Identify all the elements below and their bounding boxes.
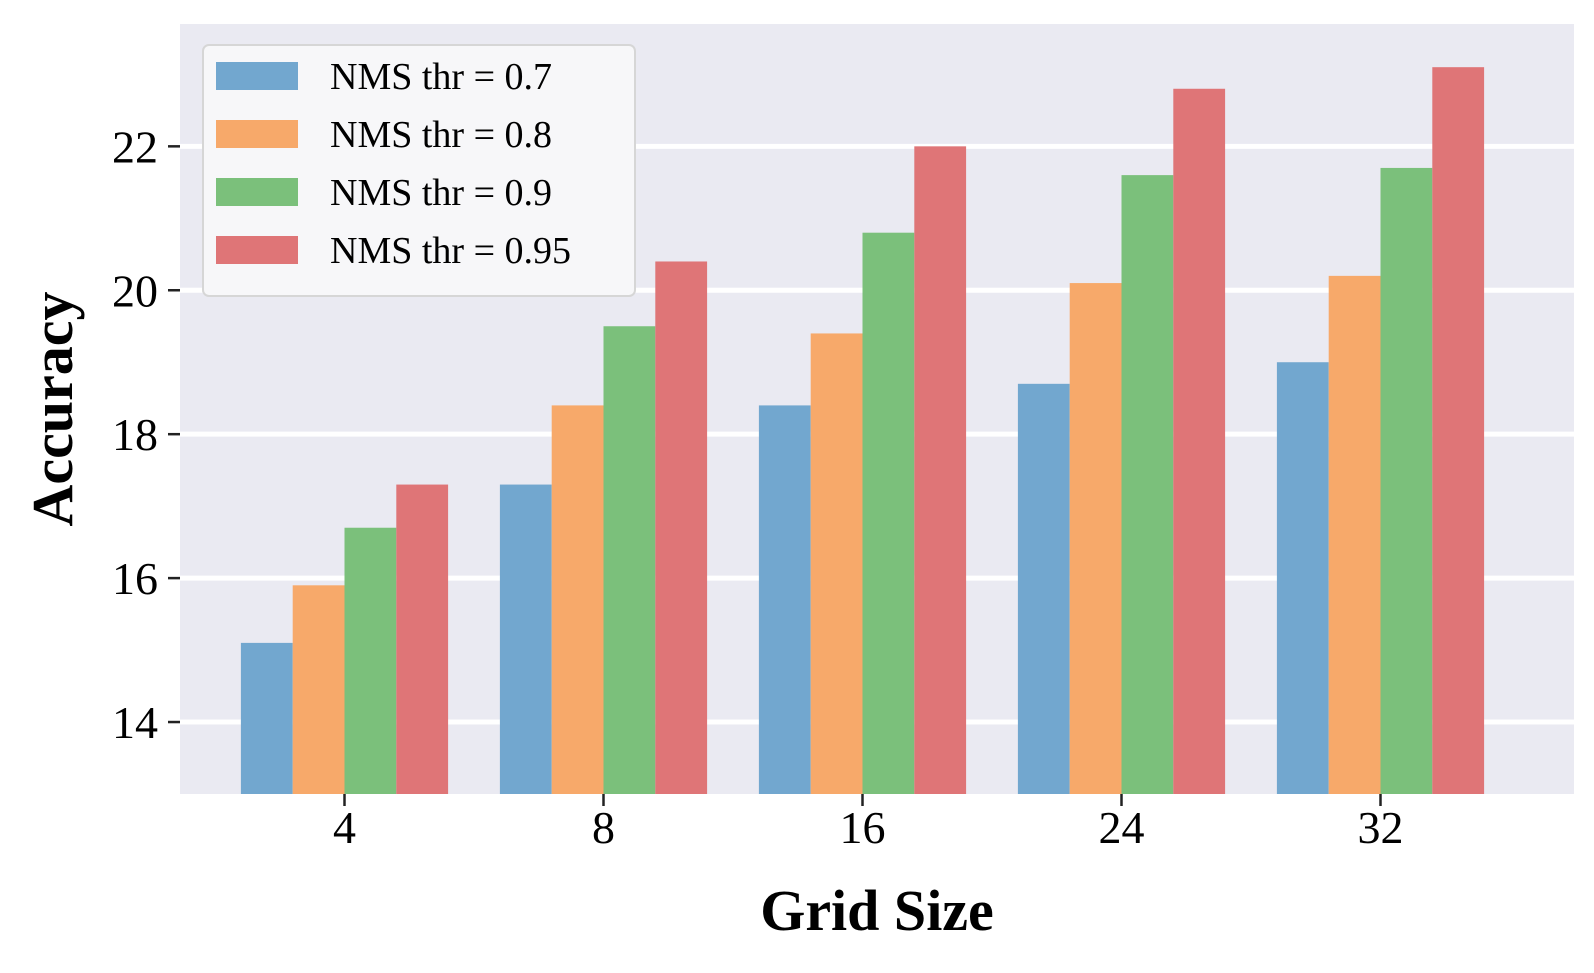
bar-24-series-2 [1069, 283, 1122, 794]
x-tick-label: 32 [1358, 802, 1404, 853]
bar-8-series-2 [551, 405, 604, 794]
legend-swatch [216, 236, 298, 264]
x-axis-label: Grid Size [760, 878, 994, 943]
legend-swatch [216, 62, 298, 90]
y-tick-label: 20 [112, 265, 158, 316]
bar-16-series-4 [914, 146, 967, 795]
x-tick-label: 4 [333, 802, 356, 853]
bar-4-series-1 [240, 642, 293, 794]
y-tick-label: 14 [112, 697, 158, 748]
y-axis-label: Accuracy [20, 291, 85, 526]
y-tick-label: 22 [112, 121, 158, 172]
x-tick-label: 24 [1099, 802, 1145, 853]
bar-24-series-3 [1121, 175, 1174, 795]
bar-24-series-4 [1173, 88, 1226, 794]
bar-4-series-2 [292, 585, 345, 794]
bar-16-series-3 [862, 232, 915, 794]
bar-8-series-3 [603, 326, 656, 794]
legend-swatch [216, 120, 298, 148]
bar-24-series-1 [1017, 383, 1070, 794]
x-tick-label: 8 [592, 802, 615, 853]
y-axis: 14 16 18 20 22 [112, 121, 180, 748]
bar-32-series-3 [1380, 167, 1433, 794]
bar-4-series-3 [344, 527, 397, 794]
bar-32-series-2 [1328, 275, 1381, 795]
bar-4-series-4 [396, 484, 449, 794]
legend: NMS thr = 0.7 NMS thr = 0.8 NMS thr = 0.9 N… [202, 44, 636, 297]
legend-label: NMS thr = 0.7 [330, 56, 552, 98]
bar-32-series-1 [1276, 362, 1329, 794]
legend-label: NMS thr = 0.9 [330, 172, 552, 214]
legend-swatch [216, 178, 298, 206]
x-tick-label: 16 [840, 802, 886, 853]
bar-series-group [240, 67, 1485, 795]
legend-label: NMS thr = 0.95 [330, 230, 571, 272]
y-tick-label: 18 [112, 409, 158, 460]
legend-box [202, 44, 636, 297]
legend-label: NMS thr = 0.8 [330, 114, 552, 156]
bar-8-series-1 [499, 484, 552, 794]
x-axis: 4 8 16 24 32 [333, 794, 1404, 853]
bar-32-series-4 [1432, 67, 1485, 795]
bar-8-series-4 [655, 261, 708, 794]
bar-16-series-1 [758, 405, 811, 794]
bar-16-series-2 [810, 333, 863, 794]
y-tick-label: 16 [112, 553, 158, 604]
